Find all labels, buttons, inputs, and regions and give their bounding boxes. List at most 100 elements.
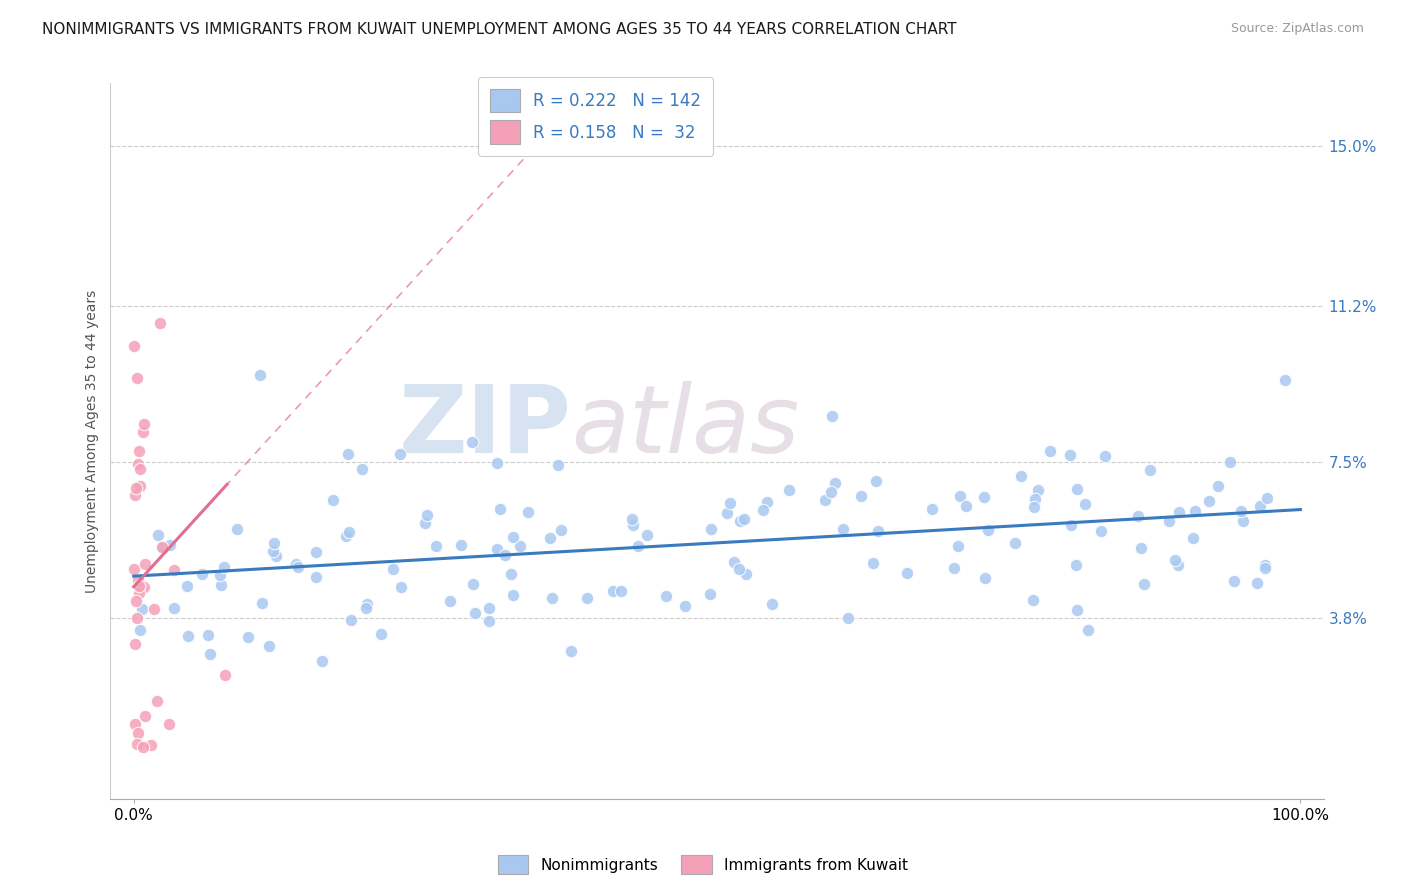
Point xyxy=(1167,558,1189,572)
Point xyxy=(673,599,696,613)
Point xyxy=(974,571,997,585)
Point xyxy=(728,562,751,576)
Point xyxy=(127,574,149,588)
Text: ZIP: ZIP xyxy=(398,381,571,473)
Point xyxy=(134,557,156,571)
Point xyxy=(124,637,146,651)
Point xyxy=(547,458,569,473)
Point xyxy=(733,512,755,526)
Point xyxy=(125,737,148,751)
Point xyxy=(249,368,271,382)
Point xyxy=(942,560,965,574)
Point xyxy=(129,479,152,493)
Point xyxy=(1066,482,1088,496)
Point xyxy=(127,726,149,740)
Point xyxy=(699,587,721,601)
Point xyxy=(354,600,377,615)
Point xyxy=(1133,577,1156,591)
Point xyxy=(716,506,738,520)
Point xyxy=(478,601,501,615)
Text: atlas: atlas xyxy=(571,381,800,473)
Point xyxy=(824,475,846,490)
Point xyxy=(814,492,837,507)
Point xyxy=(1004,536,1026,550)
Point xyxy=(1060,518,1083,533)
Point xyxy=(190,567,212,582)
Point xyxy=(1139,462,1161,476)
Point xyxy=(322,492,344,507)
Point xyxy=(370,627,392,641)
Legend: Nonimmigrants, Immigrants from Kuwait: Nonimmigrants, Immigrants from Kuwait xyxy=(492,849,914,880)
Point xyxy=(1010,469,1032,483)
Point xyxy=(236,630,259,644)
Point xyxy=(134,580,156,594)
Point xyxy=(1249,499,1271,513)
Point xyxy=(550,524,572,538)
Point xyxy=(621,512,644,526)
Point xyxy=(263,536,285,550)
Point xyxy=(381,562,404,576)
Point xyxy=(463,577,485,591)
Point xyxy=(339,524,361,539)
Point xyxy=(124,716,146,731)
Point xyxy=(655,589,678,603)
Point xyxy=(1059,448,1081,462)
Point xyxy=(146,528,169,542)
Point xyxy=(1022,593,1045,607)
Point xyxy=(1223,574,1246,588)
Point xyxy=(1066,603,1088,617)
Point xyxy=(214,668,236,682)
Point xyxy=(921,502,943,516)
Point xyxy=(502,530,524,544)
Point xyxy=(340,613,363,627)
Point xyxy=(735,566,758,581)
Point xyxy=(1184,503,1206,517)
Point xyxy=(177,629,200,643)
Point xyxy=(576,591,599,606)
Point xyxy=(700,522,723,536)
Point xyxy=(1157,514,1180,528)
Point xyxy=(1246,576,1268,591)
Point xyxy=(752,503,775,517)
Point xyxy=(761,597,783,611)
Point xyxy=(560,644,582,658)
Point xyxy=(305,569,328,583)
Point xyxy=(132,417,155,431)
Point xyxy=(1232,514,1254,528)
Point xyxy=(226,522,249,536)
Point xyxy=(127,457,149,471)
Point xyxy=(609,584,631,599)
Point xyxy=(718,496,741,510)
Point xyxy=(285,558,308,572)
Point xyxy=(356,597,378,611)
Point xyxy=(949,489,972,503)
Point xyxy=(1164,552,1187,566)
Point xyxy=(425,539,447,553)
Point xyxy=(250,595,273,609)
Point xyxy=(128,579,150,593)
Point xyxy=(1090,524,1112,538)
Point xyxy=(1256,491,1278,506)
Y-axis label: Unemployment Among Ages 35 to 44 years: Unemployment Among Ages 35 to 44 years xyxy=(86,290,100,593)
Point xyxy=(896,566,918,580)
Point xyxy=(264,549,287,564)
Point xyxy=(1229,504,1251,518)
Point xyxy=(209,568,232,582)
Point xyxy=(778,483,800,497)
Point xyxy=(413,516,436,530)
Point xyxy=(209,578,232,592)
Point xyxy=(509,539,531,553)
Point xyxy=(1024,491,1046,506)
Point xyxy=(124,339,146,353)
Point xyxy=(461,434,484,449)
Point xyxy=(1074,496,1097,510)
Point xyxy=(1039,444,1062,458)
Point xyxy=(755,495,778,509)
Point xyxy=(335,528,357,542)
Point xyxy=(141,738,163,752)
Point xyxy=(176,579,198,593)
Point xyxy=(129,623,152,637)
Point xyxy=(1129,541,1152,555)
Point xyxy=(125,611,148,625)
Point xyxy=(494,548,516,562)
